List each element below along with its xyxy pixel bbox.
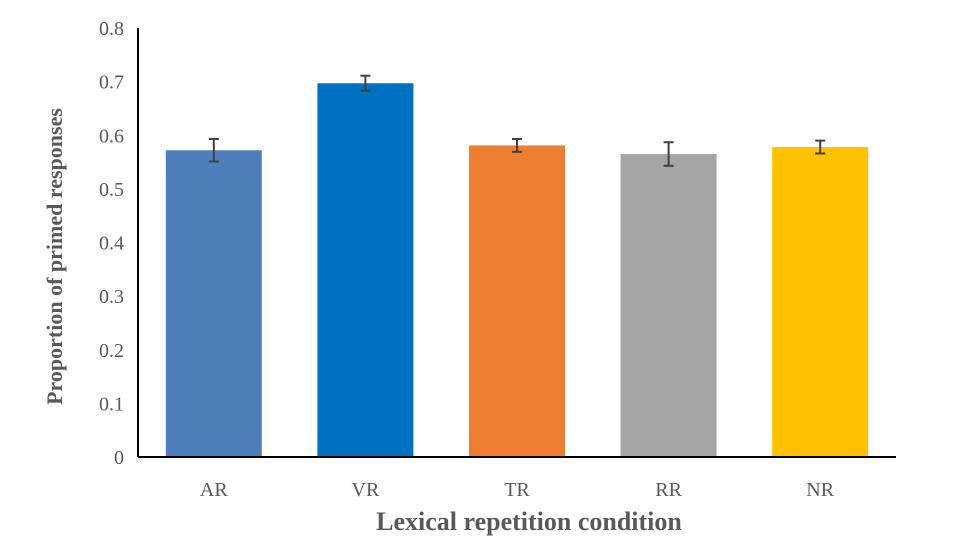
y-axis-ticks: 0 0.1 0.2 0.3 0.4 0.5 0.6 0.7 0.8 bbox=[99, 18, 124, 469]
x-axis-title: Lexical repetition condition bbox=[376, 507, 682, 536]
bar-nr bbox=[772, 147, 869, 458]
x-axis-categories: AR VR TR RR NR bbox=[200, 479, 835, 501]
x-category-label: NR bbox=[806, 479, 834, 501]
y-tick-label: 0.4 bbox=[99, 233, 124, 255]
y-tick-label: 0.2 bbox=[99, 340, 124, 362]
y-tick-label: 0.3 bbox=[99, 286, 124, 308]
y-tick-label: 0.7 bbox=[99, 72, 124, 94]
bar-rr bbox=[620, 154, 717, 458]
error-bar-nr bbox=[815, 139, 826, 155]
error-bar-vr bbox=[360, 74, 371, 92]
y-tick-label: 0.6 bbox=[99, 125, 124, 147]
x-category-label: RR bbox=[655, 479, 682, 501]
error-bars bbox=[208, 74, 826, 167]
bar-tr bbox=[469, 145, 565, 457]
bar-vr bbox=[317, 83, 414, 457]
x-category-label: VR bbox=[352, 479, 380, 501]
y-tick-label: 0 bbox=[114, 447, 124, 469]
error-bar-tr bbox=[512, 138, 522, 153]
y-tick-label: 0.8 bbox=[99, 18, 124, 40]
y-tick-label: 0.1 bbox=[99, 393, 124, 415]
x-category-label: AR bbox=[200, 479, 228, 501]
x-category-label: TR bbox=[504, 479, 530, 501]
bars bbox=[165, 83, 869, 458]
error-bar-ar bbox=[208, 138, 219, 163]
y-axis-title: Proportion of primed responses bbox=[42, 108, 67, 405]
y-tick-label: 0.5 bbox=[99, 179, 124, 201]
error-bar-rr bbox=[663, 141, 674, 167]
bar-ar bbox=[165, 150, 262, 457]
